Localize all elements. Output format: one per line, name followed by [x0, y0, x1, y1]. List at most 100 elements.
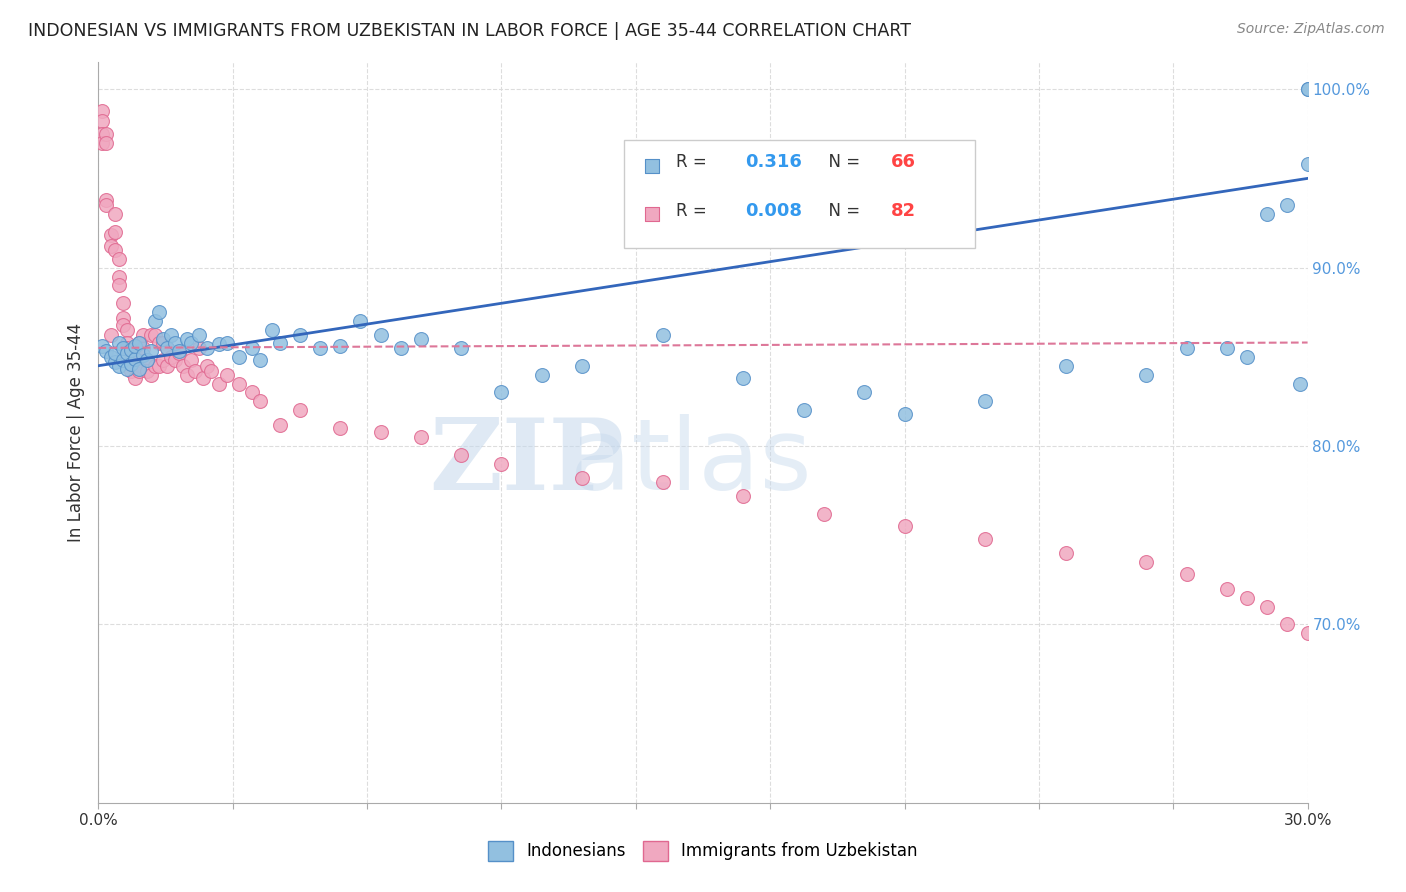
Point	[160, 350, 183, 364]
Point	[115, 362, 138, 376]
Point	[329, 421, 352, 435]
Point	[309, 341, 332, 355]
Point	[91, 114, 114, 128]
Point	[111, 353, 134, 368]
Point	[188, 328, 211, 343]
Point	[128, 353, 150, 368]
Point	[139, 328, 162, 343]
Point	[96, 136, 118, 150]
Point	[1175, 341, 1198, 355]
Point	[124, 371, 146, 385]
Point	[143, 314, 166, 328]
Point	[156, 341, 179, 355]
Point	[111, 341, 134, 355]
Point	[491, 385, 513, 400]
Text: R =: R =	[676, 153, 713, 171]
Point	[100, 328, 122, 343]
Point	[120, 364, 142, 378]
Point	[651, 328, 673, 343]
Point	[132, 328, 155, 343]
Point	[491, 457, 513, 471]
Point	[96, 193, 118, 207]
Point	[115, 341, 138, 355]
Point	[217, 368, 239, 382]
Point	[893, 407, 915, 421]
Text: R =: R =	[676, 202, 713, 219]
Point	[115, 335, 138, 350]
Point	[124, 351, 146, 366]
Point	[1135, 555, 1157, 569]
Point	[152, 332, 174, 346]
Point	[124, 339, 146, 353]
Point	[249, 353, 271, 368]
Point	[135, 353, 157, 368]
Point	[240, 385, 263, 400]
Point	[152, 335, 174, 350]
Point	[571, 471, 593, 485]
Y-axis label: In Labor Force | Age 35-44: In Labor Force | Age 35-44	[66, 323, 84, 542]
Point	[135, 353, 157, 368]
Point	[132, 348, 155, 362]
Point	[107, 252, 129, 266]
Point	[349, 314, 371, 328]
Point	[450, 341, 472, 355]
Point	[96, 127, 118, 141]
Point	[180, 353, 202, 368]
Point	[571, 359, 593, 373]
Point	[793, 403, 815, 417]
Point	[107, 269, 129, 284]
Point	[1054, 359, 1077, 373]
Point	[1296, 82, 1319, 96]
Point	[96, 344, 118, 359]
Point	[139, 344, 162, 359]
Text: ZIP: ZIP	[429, 414, 624, 511]
Point	[733, 489, 755, 503]
Point	[370, 425, 392, 439]
Point	[1216, 582, 1239, 596]
Point	[288, 403, 311, 417]
Point	[103, 207, 125, 221]
Point	[409, 332, 432, 346]
Point	[91, 136, 114, 150]
Point	[107, 278, 129, 293]
Point	[152, 353, 174, 368]
Point	[1277, 198, 1299, 212]
Point	[107, 359, 129, 373]
Point	[103, 346, 125, 360]
Point	[228, 350, 250, 364]
Point	[249, 394, 271, 409]
Point	[733, 371, 755, 385]
Point	[100, 239, 122, 253]
Point	[148, 335, 170, 350]
Text: N =: N =	[818, 153, 865, 171]
Point	[176, 332, 198, 346]
Point	[120, 343, 142, 357]
Legend: Indonesians, Immigrants from Uzbekistan: Indonesians, Immigrants from Uzbekistan	[488, 841, 918, 861]
Point	[974, 532, 997, 546]
Point	[132, 341, 155, 355]
Point	[1296, 626, 1319, 640]
Point	[1296, 157, 1319, 171]
Point	[370, 328, 392, 343]
Point	[148, 305, 170, 319]
Point	[217, 335, 239, 350]
Point	[167, 346, 190, 360]
Point	[180, 335, 202, 350]
Text: 66: 66	[890, 153, 915, 171]
Point	[1054, 546, 1077, 560]
Text: atlas: atlas	[571, 414, 811, 511]
Point	[156, 341, 179, 355]
Point	[107, 335, 129, 350]
Text: N =: N =	[818, 202, 865, 219]
Point	[260, 323, 283, 337]
Point	[974, 394, 997, 409]
Point	[103, 355, 125, 369]
Point	[128, 362, 150, 376]
FancyBboxPatch shape	[624, 140, 976, 247]
Point	[124, 341, 146, 355]
Point	[176, 368, 198, 382]
Point	[120, 353, 142, 368]
Point	[172, 359, 194, 373]
Point	[128, 364, 150, 378]
Point	[135, 364, 157, 378]
